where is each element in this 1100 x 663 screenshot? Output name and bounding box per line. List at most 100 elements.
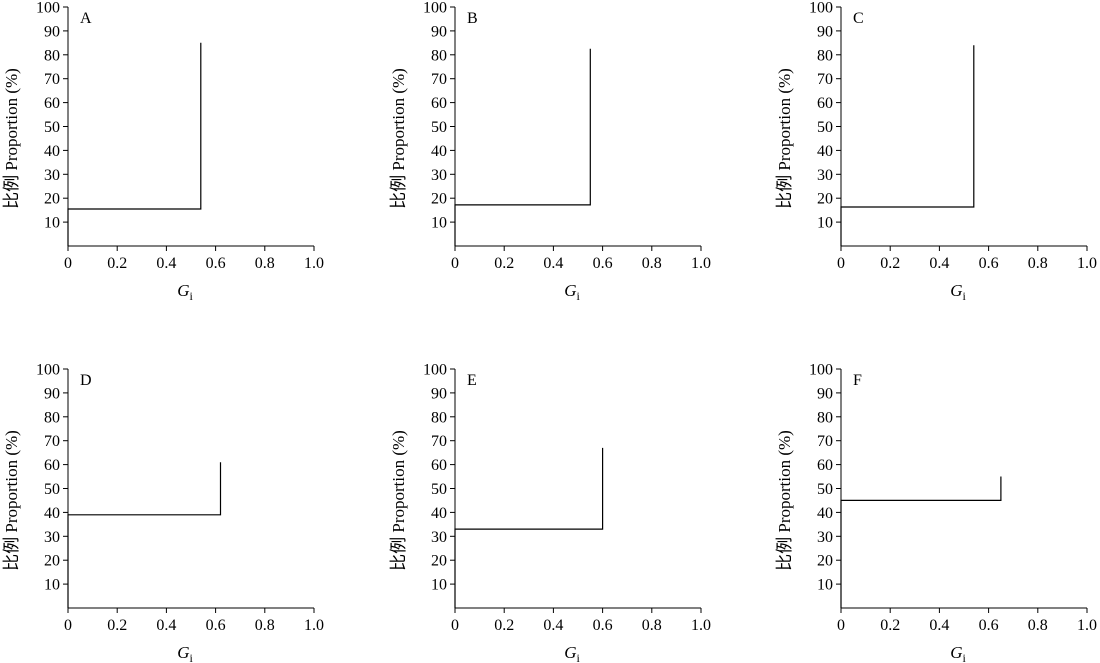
y-tick-label: 60 [44,95,60,112]
y-axis-title: 比例 Proportion (%) [389,68,408,209]
y-tick-label: 90 [817,385,833,402]
x-tick-label: 0.8 [1028,255,1048,272]
y-axis-title: 比例 Proportion (%) [775,430,794,571]
x-tick-label: 1.0 [304,617,324,634]
series-line [840,45,975,246]
chart-panel-a: 10 20 30 40 50 60 70 80 90 100 0 0.2 0.4 0.6 0.8 1.0 A Gi… [2,0,324,303]
x-tick-label: 0.6 [979,617,999,634]
y-tick-label: 60 [817,457,833,474]
y-tick-label: 20 [44,191,60,208]
y-tick-label: 90 [431,23,447,40]
x-tick-label: 0.2 [494,617,514,634]
series-line [67,42,202,246]
x-tick-label: 0 [837,255,845,272]
x-tick-label: 0.6 [206,617,226,634]
x-tick-label: 0.4 [929,255,949,272]
y-tick-label: 90 [431,385,447,402]
y-tick-label: 10 [431,215,447,232]
y-tick-label: 20 [431,553,447,570]
x-tick-label: 0 [451,617,459,634]
y-axis-title: 比例 Proportion (%) [775,68,794,209]
y-tick-label: 40 [431,143,447,160]
y-tick-label: 30 [817,167,833,184]
y-tick-label: 70 [431,433,447,450]
y-tick-label: 90 [817,23,833,40]
y-tick-label: 50 [431,119,447,136]
y-tick-label: 10 [817,215,833,232]
panel-label: D [80,372,92,389]
x-axis-title: Gi [564,281,580,303]
x-tick-label: 0.4 [543,255,563,272]
y-tick-label: 100 [423,0,447,17]
panel-label: A [80,10,92,27]
x-tick-label: 0 [837,617,845,634]
x-axis-title: Gi [564,643,580,663]
y-tick-label: 20 [817,191,833,208]
y-tick-label: 30 [44,529,60,546]
y-tick-label: 40 [44,505,60,522]
x-tick-label: 0.8 [642,255,662,272]
y-tick-label: 70 [817,433,833,450]
y-tick-label: 10 [44,215,60,232]
y-tick-label: 100 [36,0,60,17]
y-tick-label: 70 [817,71,833,88]
y-tick-label: 80 [431,409,447,426]
x-tick-label: 0 [64,617,72,634]
panel-label: F [853,372,862,389]
y-tick-label: 70 [431,71,447,88]
y-tick-label: 100 [423,362,447,379]
x-axis-title: Gi [950,281,966,303]
x-tick-label: 0.8 [1028,617,1048,634]
x-tick-label: 0.6 [206,255,226,272]
x-tick-label: 1.0 [1077,617,1097,634]
x-tick-label: 0.8 [642,617,662,634]
x-tick-label: 0 [64,255,72,272]
y-tick-label: 10 [44,577,60,594]
y-tick-label: 100 [809,0,833,17]
y-tick-label: 80 [431,47,447,64]
y-tick-label: 40 [817,143,833,160]
chart-panel-c: 10 20 30 40 50 60 70 80 90 100 0 0.2 0.4 0.6 0.8 1.0 C Gi… [775,0,1097,303]
x-tick-label: 0.2 [880,255,900,272]
series-line [67,462,222,608]
y-axis-title: 比例 Proportion (%) [2,68,21,209]
panel-label: C [853,10,864,27]
series-line [454,447,604,608]
y-tick-label: 50 [817,481,833,498]
series-line [454,48,591,246]
y-tick-label: 10 [817,577,833,594]
y-tick-label: 70 [44,71,60,88]
x-tick-label: 1.0 [304,255,324,272]
x-axis-title: Gi [177,643,193,663]
x-tick-label: 0.8 [255,617,275,634]
y-tick-label: 80 [44,409,60,426]
x-tick-label: 0.2 [107,255,127,272]
y-axis-title: 比例 Proportion (%) [2,430,21,571]
x-tick-label: 0.4 [156,617,176,634]
panel-label: E [467,372,477,389]
y-tick-label: 60 [431,95,447,112]
x-tick-label: 0.8 [255,255,275,272]
x-tick-label: 1.0 [691,255,711,272]
y-tick-label: 50 [44,481,60,498]
y-tick-label: 20 [44,553,60,570]
y-tick-label: 30 [44,167,60,184]
y-tick-label: 100 [809,362,833,379]
chart-panel-b: 10 20 30 40 50 60 70 80 90 100 0 0.2 0.4 0.6 0.8 1.0 B Gi… [389,0,711,303]
x-axis-title: Gi [177,281,193,303]
y-tick-label: 90 [44,23,60,40]
y-tick-label: 30 [431,529,447,546]
y-tick-label: 80 [817,409,833,426]
chart-panel-d: 10 20 30 40 50 60 70 80 90 100 0 0.2 0.4 0.6 0.8 1.0 D Gi… [2,362,324,663]
y-tick-label: 50 [431,481,447,498]
x-tick-label: 0.6 [979,255,999,272]
y-tick-label: 60 [431,457,447,474]
y-tick-label: 50 [44,119,60,136]
x-axis-title: Gi [950,643,966,663]
x-tick-label: 0.4 [543,617,563,634]
y-tick-label: 10 [431,577,447,594]
y-tick-label: 30 [817,529,833,546]
x-tick-label: 0.6 [593,617,613,634]
y-tick-label: 60 [44,457,60,474]
